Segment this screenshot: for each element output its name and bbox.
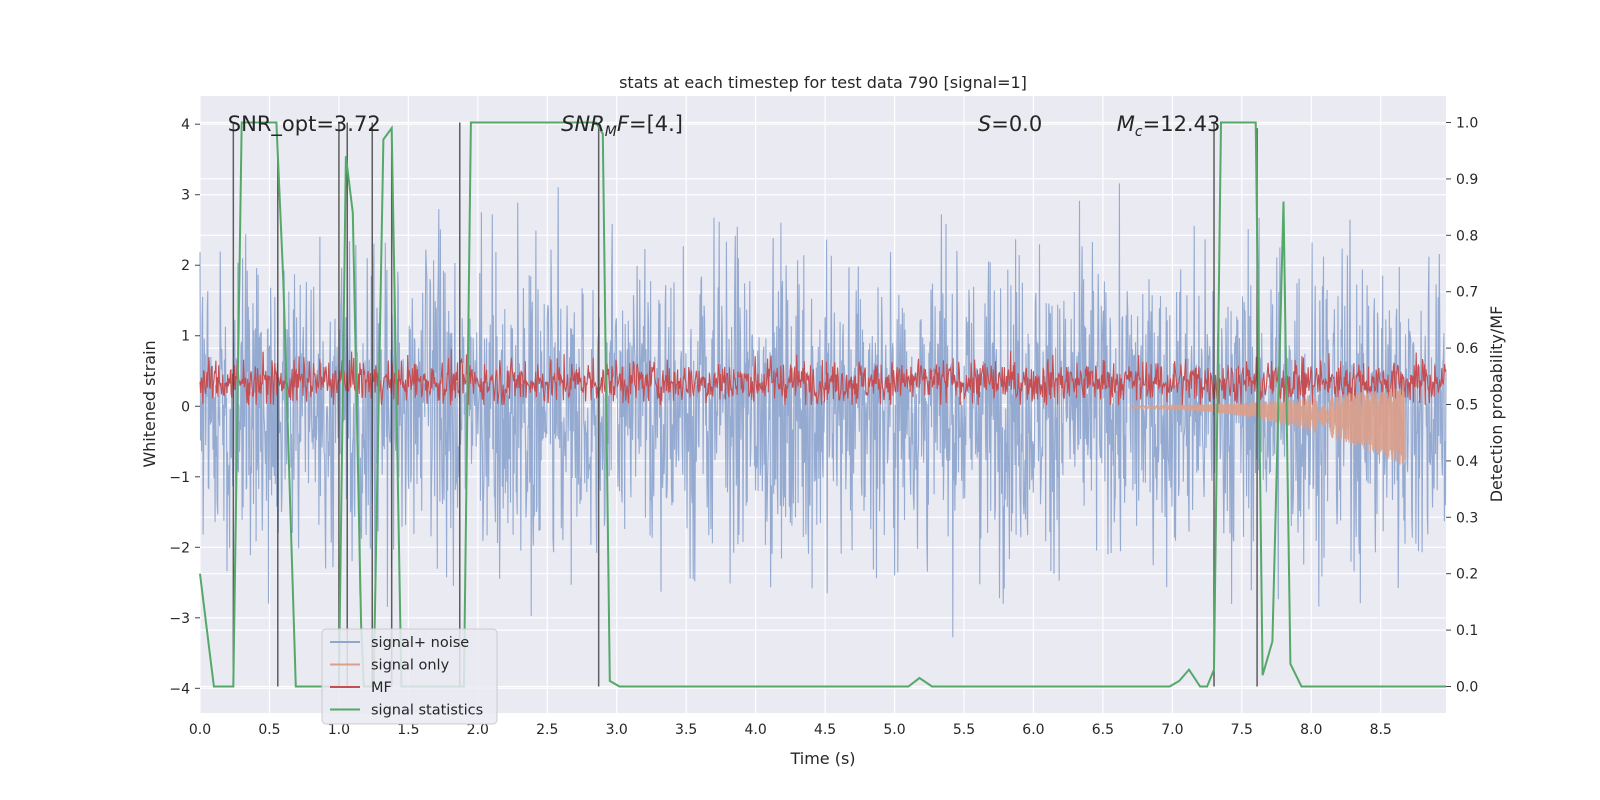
x-tick-label: 0.5 [258,722,280,738]
y-tick-label-right: 0.0 [1456,679,1478,695]
y-tick-label-right: 0.3 [1456,510,1478,526]
legend: signal+ noise signal only MF signal statist… [321,628,498,725]
y-tick-label-right: 1.0 [1456,116,1478,132]
y-tick-label-right: 0.4 [1456,454,1478,470]
annotations: SNR_opt=3.72 SNRMF=[4.] S=0.0 Mc=12.43 [228,112,1221,140]
y-tick-label-right: 0.2 [1456,567,1478,583]
y-tick-label-left: −2 [169,540,190,556]
y-tick-label-right: 0.8 [1456,228,1478,244]
y-tick-label-left: 4 [181,117,190,133]
y-tick-label-right: 0.6 [1456,341,1478,357]
legend-entry: signal statistics [371,703,483,719]
x-tick-label: 3.5 [675,722,697,738]
signal-noise-series [199,183,1447,638]
y-tick-label-right: 0.1 [1456,623,1478,639]
chart-title: stats at each timestep for test data 790… [619,73,1027,92]
mf-series [199,348,1447,405]
y-tick-label-left: 2 [181,258,190,274]
x-tick-label: 7.0 [1161,722,1183,738]
y-tick-label-left: 1 [181,329,190,345]
x-tick-label: 4.5 [814,722,836,738]
annotation: SNRMF=[4.] [561,112,683,140]
x-tick-label: 0.0 [189,722,211,738]
y-tick-label-right: 0.7 [1456,285,1478,301]
x-tick-label: 2.5 [536,722,558,738]
x-tick-label: 3.0 [606,722,628,738]
x-tick-label: 2.0 [467,722,489,738]
legend-entry: signal only [371,658,450,674]
ticks: 0.0 0.5 1.0 1.5 2.0 2.5 3.0 3.5 4.0 4.5 5.0 5.5 6.0 6… [169,116,1478,738]
x-tick-label: 8.5 [1370,722,1392,738]
y-axis-label-left: Whitened strain [140,340,159,467]
x-tick-label: 4.0 [744,722,766,738]
x-tick-label: 8.0 [1300,722,1322,738]
y-tick-label-left: −4 [169,681,190,697]
y-tick-label-right: 0.9 [1456,172,1478,188]
y-tick-label-left: 3 [181,188,190,204]
annotation: S=0.0 [978,112,1042,136]
legend-entry: MF [371,680,392,696]
x-tick-label: 1.5 [397,722,419,738]
y-tick-label-right: 0.5 [1456,398,1478,414]
y-tick-label-left: −1 [169,470,190,486]
x-tick-label: 5.5 [953,722,975,738]
x-tick-label: 6.0 [1022,722,1044,738]
signal-noise-line [199,183,1447,638]
x-tick-label: 6.5 [1092,722,1114,738]
x-tick-label: 5.0 [883,722,905,738]
x-axis-label: Time (s) [789,749,855,768]
x-tick-label: 1.0 [328,722,350,738]
legend-box [321,628,498,725]
signal-only-line [1130,386,1405,465]
mf-line [199,348,1447,405]
y-tick-label-left: 0 [181,399,190,415]
annotation: SNR_opt=3.72 [228,112,381,137]
y-tick-label-left: −3 [169,611,190,627]
signal-only-series [1130,386,1405,465]
x-tick-label: 7.5 [1231,722,1253,738]
legend-entry: signal+ noise [371,635,469,651]
y-axis-label-right: Detection probability/MF [1487,306,1506,503]
annotation: Mc=12.43 [1117,112,1221,140]
